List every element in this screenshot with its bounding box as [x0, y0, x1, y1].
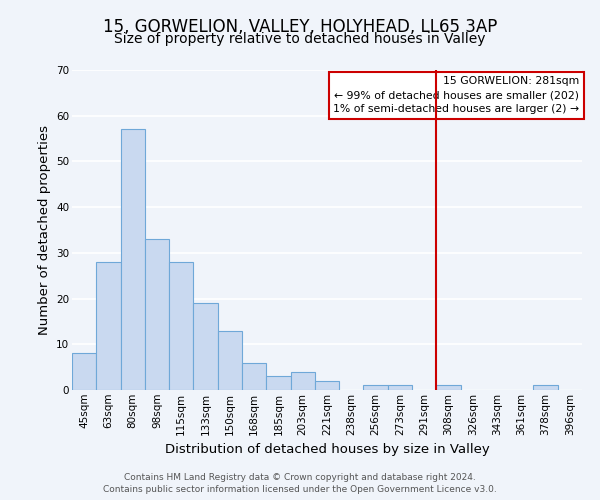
- Bar: [533, 386, 558, 390]
- X-axis label: Distribution of detached houses by size in Valley: Distribution of detached houses by size …: [164, 443, 490, 456]
- Bar: [96, 262, 121, 390]
- Bar: [242, 362, 266, 390]
- Bar: [364, 386, 388, 390]
- Bar: [193, 303, 218, 390]
- Bar: [72, 354, 96, 390]
- Text: 15, GORWELION, VALLEY, HOLYHEAD, LL65 3AP: 15, GORWELION, VALLEY, HOLYHEAD, LL65 3A…: [103, 18, 497, 36]
- Y-axis label: Number of detached properties: Number of detached properties: [38, 125, 50, 335]
- Bar: [266, 376, 290, 390]
- Bar: [218, 330, 242, 390]
- Bar: [121, 130, 145, 390]
- Bar: [436, 386, 461, 390]
- Bar: [145, 239, 169, 390]
- Text: Size of property relative to detached houses in Valley: Size of property relative to detached ho…: [114, 32, 486, 46]
- Bar: [290, 372, 315, 390]
- Text: 15 GORWELION: 281sqm
← 99% of detached houses are smaller (202)
1% of semi-detac: 15 GORWELION: 281sqm ← 99% of detached h…: [334, 76, 580, 114]
- Bar: [315, 381, 339, 390]
- Bar: [169, 262, 193, 390]
- Text: Contains HM Land Registry data © Crown copyright and database right 2024.
Contai: Contains HM Land Registry data © Crown c…: [103, 472, 497, 494]
- Bar: [388, 386, 412, 390]
